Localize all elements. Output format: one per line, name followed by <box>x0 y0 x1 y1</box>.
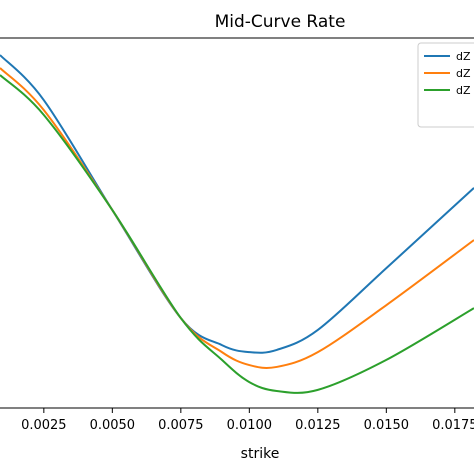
series-line <box>0 74 474 394</box>
x-axis-label: strike <box>241 446 280 462</box>
chart-title: Mid-Curve Rate <box>215 12 346 32</box>
x-tick-label: 0.0075 <box>158 418 204 433</box>
legend-box <box>417 42 474 128</box>
series-line <box>0 54 474 354</box>
x-tick-label: 0.0175 <box>432 418 474 433</box>
series-line <box>0 67 474 369</box>
plot-area <box>0 54 474 394</box>
legend-label: dZ <box>456 50 471 63</box>
x-tick-label: 0.0125 <box>295 418 341 433</box>
legend-label: dZ <box>456 67 471 80</box>
x-tick-label: 0.0150 <box>364 418 410 433</box>
x-tick-label: 0.0100 <box>227 418 273 433</box>
legend-label: dZ <box>456 84 471 97</box>
x-tick-label: 0.0025 <box>21 418 67 433</box>
x-tick-label: 0.0050 <box>90 418 136 433</box>
